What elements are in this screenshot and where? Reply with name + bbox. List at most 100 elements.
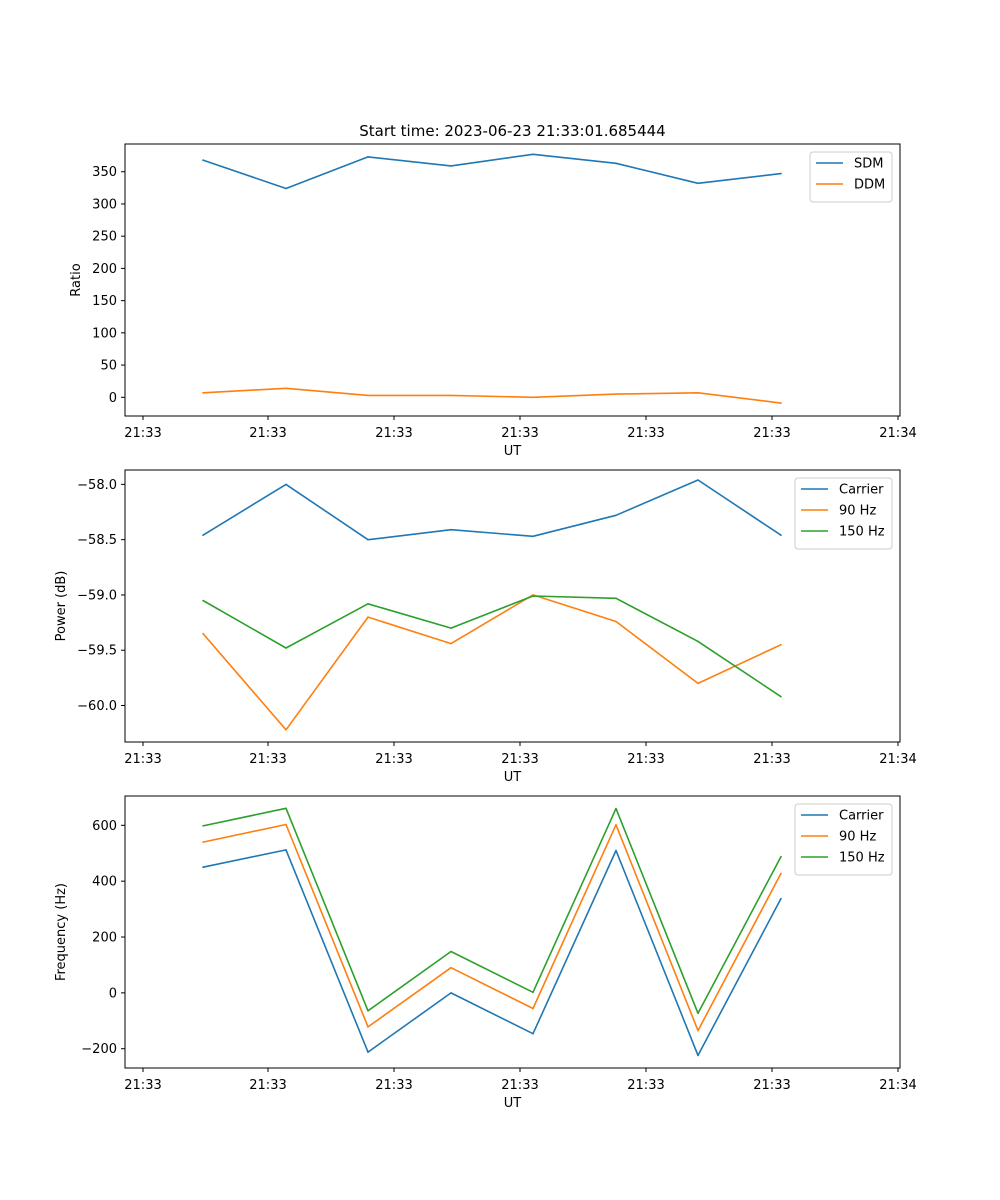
- data-point: [285, 807, 287, 810]
- x-tick-label: 21:33: [627, 1078, 664, 1093]
- data-point: [367, 394, 369, 397]
- chart-panel-3: 21:33 21:33 21:33 21:33 21:33 21:33 21:34 −200 0…: [54, 795, 917, 1111]
- x-tick-label: 21:33: [753, 752, 790, 767]
- x-tick-label: 21:33: [627, 426, 664, 441]
- series-line-90-hz: [202, 823, 782, 1032]
- legend: Carrier 90 Hz 150 Hz: [794, 803, 893, 876]
- chart-panel-1: 21:33 21:33 21:33 21:33 21:33 21:33 21:34 0 50 10…: [69, 143, 917, 459]
- data-point: [780, 534, 782, 536]
- data-point: [285, 729, 287, 731]
- data-point: [532, 153, 534, 156]
- y-tick-label: 400: [92, 875, 117, 890]
- data-point: [532, 1007, 534, 1010]
- x-tick-label: 21:33: [375, 426, 412, 441]
- x-tick-label: 21:33: [124, 752, 161, 767]
- data-point: [615, 393, 617, 395]
- legend: SDM DDM: [809, 151, 893, 203]
- legend-label: 90 Hz: [839, 830, 876, 845]
- data-point: [285, 849, 287, 851]
- series-line-ddm: [202, 387, 782, 404]
- data-point: [697, 1029, 699, 1032]
- x-tick-label: 21:33: [501, 426, 538, 441]
- data-point: [697, 392, 699, 394]
- data-point: [780, 695, 782, 698]
- data-point: [367, 538, 369, 541]
- y-tick-label: −58.5: [77, 533, 117, 548]
- data-point: [532, 1032, 534, 1035]
- x-tick-label: 21:33: [249, 1078, 286, 1093]
- data-point: [367, 1026, 369, 1028]
- y-tick-label: −58.0: [77, 478, 117, 493]
- data-point: [285, 387, 287, 390]
- data-point: [697, 182, 699, 185]
- legend-label: Carrier: [839, 809, 884, 824]
- data-point: [202, 866, 204, 868]
- axes-frame: [124, 795, 901, 1069]
- data-point: [367, 603, 369, 605]
- data-point: [615, 824, 617, 826]
- data-point: [367, 616, 369, 618]
- data-point: [202, 534, 204, 536]
- data-point: [202, 159, 204, 161]
- y-axis-label: Frequency (Hz): [54, 883, 69, 981]
- y-tick-label: 150: [92, 294, 117, 309]
- x-axis-label: UT: [504, 444, 522, 459]
- x-tick-label: 21:33: [249, 752, 286, 767]
- data-point: [367, 156, 369, 158]
- y-tick-label: 250: [92, 230, 117, 245]
- y-tick-label: 100: [92, 326, 117, 341]
- data-point: [532, 991, 534, 994]
- legend-label: 150 Hz: [839, 525, 885, 540]
- x-tick-label: 21:34: [879, 426, 916, 441]
- data-point: [367, 1010, 369, 1012]
- data-point: [615, 807, 617, 810]
- y-tick-label: −59.5: [77, 644, 117, 659]
- x-axis-label: UT: [504, 1096, 522, 1111]
- data-point: [202, 825, 204, 827]
- y-tick-label: 600: [92, 819, 117, 834]
- data-point: [202, 392, 204, 394]
- data-point: [780, 402, 782, 404]
- x-tick-label: 21:33: [501, 1078, 538, 1093]
- data-point: [532, 595, 534, 597]
- data-point: [615, 514, 617, 517]
- y-tick-label: 300: [92, 197, 117, 212]
- y-tick-label: −60.0: [77, 699, 117, 714]
- x-tick-label: 21:33: [501, 752, 538, 767]
- x-tick-label: 21:33: [753, 1078, 790, 1093]
- y-tick-label: 0: [109, 986, 117, 1001]
- series-line-carrier: [202, 849, 782, 1057]
- data-point: [285, 483, 287, 486]
- data-point: [285, 647, 287, 649]
- x-tick-label: 21:33: [249, 426, 286, 441]
- x-tick-label: 21:33: [627, 752, 664, 767]
- data-point: [615, 620, 617, 623]
- axes-frame: [124, 143, 901, 417]
- data-point: [450, 394, 452, 397]
- data-point: [532, 535, 534, 538]
- data-point: [532, 396, 534, 399]
- data-point: [202, 841, 204, 843]
- y-tick-label: 50: [100, 359, 117, 374]
- series-line-150-hz: [202, 807, 782, 1015]
- data-point: [697, 640, 699, 643]
- y-tick-label: 200: [92, 262, 117, 277]
- data-point: [285, 823, 287, 826]
- data-point: [615, 597, 617, 600]
- data-point: [450, 966, 452, 969]
- data-point: [367, 1051, 369, 1053]
- legend-label: Carrier: [839, 483, 884, 498]
- data-point: [450, 642, 452, 645]
- legend-label: 90 Hz: [839, 504, 876, 519]
- data-point: [697, 1054, 699, 1057]
- legend-label: SDM: [854, 157, 883, 172]
- x-tick-label: 21:33: [753, 426, 790, 441]
- x-tick-label: 21:33: [124, 1078, 161, 1093]
- data-point: [450, 992, 452, 994]
- data-point: [285, 187, 287, 190]
- y-tick-label: 200: [92, 931, 117, 946]
- data-point: [780, 897, 782, 900]
- legend-frame: [809, 151, 893, 203]
- y-tick-label: 0: [109, 391, 117, 406]
